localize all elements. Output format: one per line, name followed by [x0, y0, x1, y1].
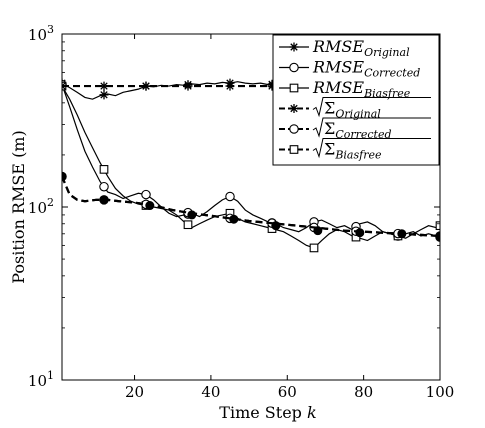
series-3-marker-4	[225, 81, 235, 91]
legend-label-2: RMSEBiasfree	[312, 78, 411, 100]
series-2-marker-6	[309, 243, 319, 253]
legend-sqrt-sign-3	[312, 97, 431, 118]
highlight-markers	[62, 172, 440, 241]
legend-label-1: RMSECorrected	[312, 58, 420, 80]
x-tick-label-20: 20	[125, 383, 144, 401]
legend-marker-3	[289, 104, 299, 113]
legend-entry-4: ΣCorrected	[279, 117, 431, 141]
series-2-marker-9	[435, 221, 440, 231]
legend-entry-2: RMSEBiasfree	[279, 78, 411, 100]
series-2-marker-3	[183, 220, 193, 230]
series-layer	[62, 78, 440, 253]
highlight-dot-3	[187, 210, 197, 220]
legend-box	[272, 34, 440, 166]
series-biasfree-sigma	[62, 176, 440, 238]
highlight-dot-7	[355, 228, 365, 238]
highlight-dot-8	[397, 229, 407, 239]
legend: RMSEOriginalRMSECorrectedRMSEBiasfreeΣOr…	[272, 34, 440, 166]
y-tick-label-10: 101	[28, 369, 54, 390]
x-tick-label-100: 100	[426, 383, 455, 401]
y-tick-label-100: 102	[28, 196, 54, 217]
legend-label-4: ΣCorrected	[324, 119, 392, 141]
x-tick-label-40: 40	[201, 383, 220, 401]
x-tick-label-80: 80	[354, 383, 373, 401]
highlight-dot-6	[313, 226, 323, 236]
series-0-marker-1	[99, 90, 109, 100]
legend-marker-0	[289, 42, 299, 52]
highlight-dot-5	[271, 221, 281, 231]
series-2-marker-1	[99, 165, 109, 174]
series-1-marker-4	[225, 191, 235, 202]
legend-entry-5: ΣBiasfree	[279, 138, 431, 162]
series-3-marker-5	[267, 81, 277, 91]
legend-label-0: RMSEOriginal	[312, 37, 410, 59]
series-1-marker-1	[99, 181, 109, 192]
highlight-dot-1	[99, 195, 109, 205]
ticks-layer: 20 40 60 80 100 101 102 103	[28, 23, 454, 401]
series-3-marker-1	[99, 81, 109, 91]
legend-marker-1	[289, 62, 299, 73]
legend-label-5: ΣBiasfree	[324, 140, 382, 162]
x-axis-label: Time Step k	[219, 403, 316, 422]
highlight-dot-0	[62, 172, 67, 182]
series-line-5	[62, 176, 440, 238]
legend-entry-1: RMSECorrected	[279, 58, 420, 80]
legend-entry-0: RMSEOriginal	[279, 37, 410, 59]
series-1-marker-2	[141, 189, 151, 200]
legend-marker-4	[289, 124, 299, 134]
series-3-marker-3	[183, 81, 193, 91]
legend-entry-3: ΣOriginal	[279, 97, 431, 121]
highlight-dot-4	[229, 214, 239, 224]
x-tick-label-60: 60	[278, 383, 297, 401]
legend-sqrt-sign-5	[312, 138, 431, 159]
legend-label-3: ΣOriginal	[324, 99, 381, 121]
series-corrected-sigma	[62, 171, 440, 241]
highlight-dot-2	[145, 201, 155, 211]
legend-marker-5	[289, 145, 299, 154]
y-axis-label: Position RMSE (m)	[9, 130, 28, 283]
legend-marker-2	[289, 83, 299, 93]
legend-sqrt-sign-4	[312, 117, 431, 138]
y-tick-label-1000: 103	[28, 23, 54, 44]
series-3-marker-2	[141, 81, 151, 91]
series-line-4	[62, 176, 440, 238]
